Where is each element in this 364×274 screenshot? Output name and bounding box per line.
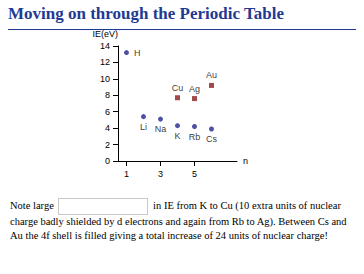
svg-text:12: 12 (100, 57, 110, 67)
svg-text:Rb: Rb (189, 132, 201, 142)
svg-text:4: 4 (105, 123, 110, 133)
svg-text:8: 8 (105, 90, 110, 100)
svg-text:Ag: Ag (189, 84, 200, 94)
svg-text:K: K (174, 131, 180, 141)
svg-text:10: 10 (100, 74, 110, 84)
svg-text:3: 3 (158, 169, 163, 179)
html-text:Moving on through the Periodic: Moving on through the Periodic Table (8, 4, 284, 23)
svg-text:Cs: Cs (206, 134, 217, 144)
svg-text:0: 0 (105, 156, 110, 166)
svg-text:IE(eV): IE(eV) (92, 29, 118, 39)
svg-text:14: 14 (100, 41, 110, 51)
svg-text:Au: Au (206, 70, 217, 80)
svg-text:1: 1 (124, 169, 129, 179)
svg-text:6: 6 (105, 107, 110, 117)
svg-text:5: 5 (192, 169, 197, 179)
svg-text:H: H (134, 48, 141, 58)
svg-text:2: 2 (105, 140, 110, 150)
svg-text:n: n (243, 156, 248, 166)
svg-text:Na: Na (155, 124, 167, 134)
svg-text:Li: Li (140, 122, 147, 132)
html-text:in IE from K to Cu (10 extra u: in IE from K to Cu (10 extra units of nu… (10, 199, 347, 241)
html-text:Note large: Note large (10, 199, 57, 211)
svg-text:Cu: Cu (172, 83, 184, 93)
